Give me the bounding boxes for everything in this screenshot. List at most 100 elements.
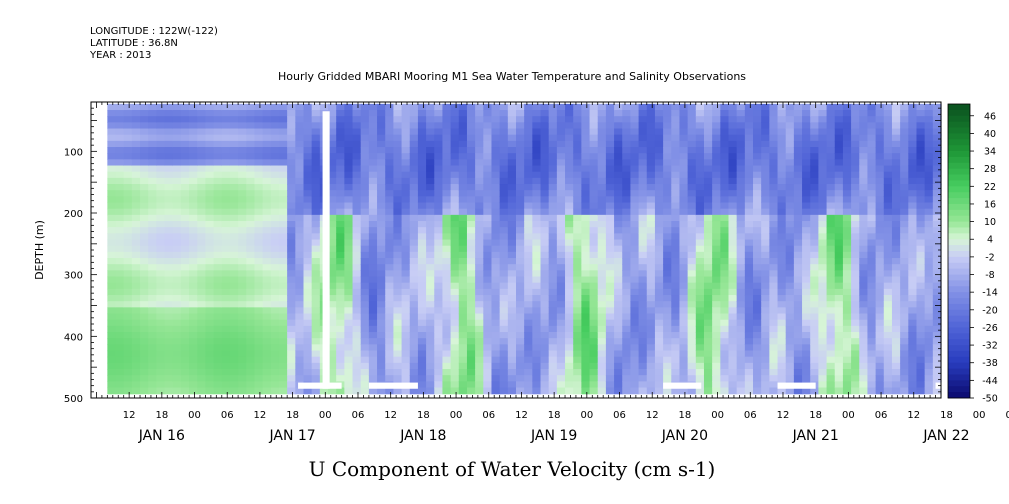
heatmap-cell: [262, 177, 272, 185]
heatmap-cell: [246, 338, 256, 345]
heatmap-cell: [532, 214, 542, 222]
heatmap-cell: [123, 258, 133, 265]
heatmap-cell: [352, 190, 362, 197]
heatmap-cell: [156, 177, 166, 185]
heatmap-cell: [614, 276, 623, 284]
heatmap-cell: [565, 221, 574, 228]
latitude-text: LATITUDE : 36.8N: [90, 38, 178, 49]
heatmap-cell: [810, 177, 819, 185]
heatmap-cell: [328, 295, 337, 302]
heatmap-cell: [180, 239, 190, 247]
heatmap-cell: [426, 258, 435, 265]
heatmap-cell: [393, 196, 403, 204]
heatmap-cell: [802, 295, 811, 302]
heatmap-cell: [867, 301, 877, 308]
heatmap-cell: [548, 233, 558, 241]
heatmap-cell: [703, 362, 713, 370]
heatmap-cell: [278, 122, 288, 130]
heatmap-cell: [426, 134, 435, 142]
heatmap-cell: [434, 307, 444, 315]
heatmap-cell: [466, 381, 476, 389]
heatmap-cell: [728, 165, 738, 173]
heatmap-cell: [499, 362, 509, 370]
heatmap-cell: [295, 208, 305, 216]
heatmap-cell: [703, 282, 713, 290]
heatmap-cell: [532, 387, 542, 395]
heatmap-cell: [287, 153, 296, 160]
heatmap-cell: [744, 288, 754, 296]
heatmap-cell: [556, 258, 566, 265]
heatmap-cell: [197, 350, 207, 358]
heatmap-cell: [475, 387, 484, 395]
heatmap-cell: [336, 282, 345, 290]
heatmap-cell: [614, 165, 623, 173]
heatmap-cell: [409, 295, 419, 302]
heatmap-cell: [140, 140, 149, 148]
heatmap-cell: [368, 282, 378, 290]
heatmap-cell: [859, 159, 869, 167]
heatmap-cell: [205, 369, 215, 376]
heatmap-cell: [867, 214, 877, 222]
heatmap-cell: [303, 122, 313, 130]
heatmap-cell: [262, 251, 272, 259]
heatmap-cell: [385, 221, 394, 228]
heatmap-cell: [695, 251, 705, 259]
heatmap-cell: [883, 153, 893, 160]
heatmap-cell: [401, 184, 411, 191]
heatmap-cell: [295, 122, 305, 130]
heatmap-cell: [646, 122, 656, 130]
heatmap-cell: [197, 251, 207, 259]
heatmap-cell: [818, 313, 828, 321]
heatmap-cell: [663, 233, 672, 241]
heatmap-cell: [499, 227, 509, 234]
heatmap-cell: [663, 332, 672, 339]
heatmap-cell: [360, 307, 370, 315]
heatmap-cell: [238, 196, 247, 204]
heatmap-cell: [164, 221, 174, 228]
heatmap-cell: [148, 387, 157, 395]
heatmap-cell: [810, 134, 819, 142]
heatmap-cell: [687, 214, 697, 222]
heatmap-cell: [753, 159, 762, 167]
heatmap-cell: [802, 258, 811, 265]
heatmap-cell: [516, 159, 525, 167]
heatmap-cell: [205, 233, 215, 241]
heatmap-cell: [238, 140, 247, 148]
heatmap-cell: [107, 338, 117, 345]
heatmap-cell: [720, 319, 730, 327]
heatmap-cell: [703, 171, 713, 179]
heatmap-cell: [328, 153, 337, 160]
heatmap-cell: [140, 214, 149, 222]
heatmap-cell: [377, 134, 386, 142]
heatmap-cell: [638, 251, 648, 259]
heatmap-cell: [654, 177, 664, 185]
heatmap-cell: [483, 338, 493, 345]
heatmap-cell: [303, 288, 313, 296]
heatmap-cell: [687, 264, 697, 271]
heatmap-cell: [761, 159, 770, 167]
heatmap-cell: [344, 369, 354, 376]
heatmap-cell: [891, 190, 901, 197]
heatmap-cell: [900, 116, 909, 123]
heatmap-cell: [450, 270, 460, 278]
heatmap-cell: [483, 165, 493, 173]
heatmap-cell: [115, 122, 125, 130]
heatmap-cell: [450, 258, 460, 265]
heatmap-cell: [254, 147, 264, 154]
heatmap-cell: [810, 140, 819, 148]
heatmap-cell: [581, 233, 591, 241]
heatmap-cell: [368, 202, 378, 210]
heatmap-cell: [532, 227, 542, 234]
heatmap-cell: [164, 103, 174, 111]
heatmap-cell: [229, 147, 239, 154]
heatmap-cell: [475, 171, 484, 179]
heatmap-cell: [303, 276, 313, 284]
heatmap-cell: [842, 103, 852, 111]
heatmap-cell: [491, 208, 501, 216]
heatmap-cell: [565, 251, 574, 259]
heatmap-cell: [777, 214, 787, 222]
heatmap-cell: [499, 332, 509, 339]
heatmap-cell: [115, 140, 125, 148]
heatmap-cell: [916, 344, 926, 352]
heatmap-cell: [475, 319, 484, 327]
